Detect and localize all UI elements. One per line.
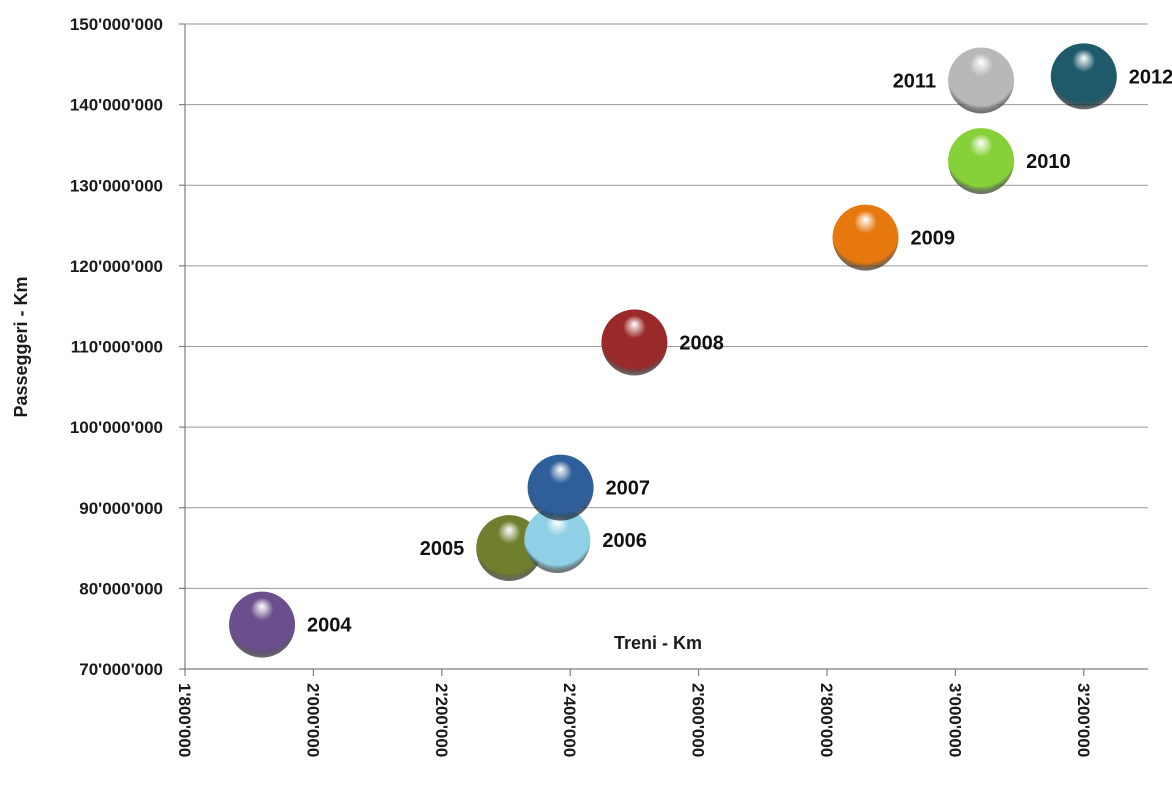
- y-tick-label: 110'000'000: [71, 338, 163, 357]
- y-tick-label: 140'000'000: [70, 96, 163, 115]
- bubble-2009: [832, 204, 899, 271]
- y-tick-label: 150'000'000: [70, 15, 163, 34]
- x-tick-label: 2'200'000: [432, 683, 451, 757]
- x-tick-label: 3'200'000: [1074, 683, 1093, 757]
- y-tick-label: 90'000'000: [79, 499, 163, 518]
- data-label-2005: 2005: [420, 538, 465, 560]
- data-label-2010: 2010: [1026, 151, 1071, 173]
- x-tick-label: 2'600'000: [689, 683, 708, 757]
- bubble-2011: [948, 47, 1015, 114]
- bubble-2004: [229, 591, 296, 658]
- y-tick-label: 70'000'000: [79, 660, 163, 679]
- x-axis-title: Treni - Km: [614, 633, 702, 653]
- x-tick-label: 2'400'000: [560, 683, 579, 757]
- data-label-2012: 2012: [1129, 66, 1172, 88]
- data-label-2004: 2004: [307, 615, 352, 637]
- y-tick-labels: 70'000'000 80'000'000 90'000'000 100'000'00…: [70, 15, 163, 679]
- data-label-2011: 2011: [893, 70, 936, 92]
- x-tick-labels: 1'800'000 2'000'000 2'200'000 2'400'000 2'60…: [175, 683, 1093, 757]
- y-tick-label: 120'000'000: [70, 257, 163, 276]
- y-tick-label: 100'000'000: [70, 418, 163, 437]
- x-tick-label: 2'000'000: [303, 683, 322, 757]
- bubble-2008: [601, 309, 668, 376]
- bubble-layer: [229, 43, 1117, 658]
- bubble-2006: [524, 507, 591, 573]
- grid-layer: [185, 23, 1148, 589]
- bubble-2010: [948, 128, 1015, 195]
- data-label-2007: 2007: [606, 478, 651, 500]
- x-tick-label: 1'800'000: [175, 683, 194, 757]
- data-label-layer: 2004 2005 2006 2007 2008 2009 2010 2011 2012: [307, 66, 1172, 636]
- y-axis-title: Passeggeri - Km: [11, 276, 31, 417]
- axis-layer: [179, 23, 1148, 676]
- data-label-2006: 2006: [602, 530, 647, 552]
- x-tick-label: 2'800'000: [817, 683, 836, 757]
- bubble-2012: [1050, 43, 1117, 110]
- data-label-2009: 2009: [911, 228, 956, 250]
- bubble-2007: [527, 454, 594, 521]
- y-tick-label: 130'000'000: [70, 176, 163, 195]
- data-label-2008: 2008: [679, 332, 724, 354]
- x-tick-label: 3'000'000: [945, 683, 964, 757]
- y-tick-label: 80'000'000: [79, 579, 163, 598]
